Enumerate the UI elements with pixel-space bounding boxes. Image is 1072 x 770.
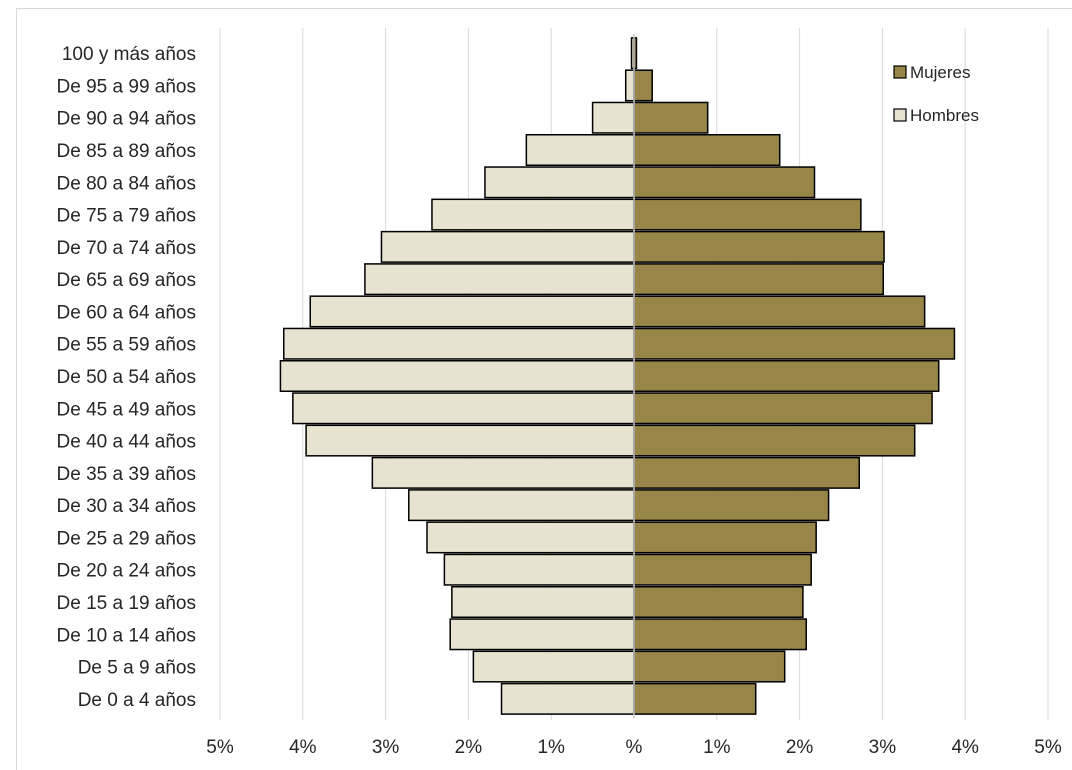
tick-label: %: [626, 737, 643, 758]
bar-mujeres: [633, 295, 926, 328]
category-label: De 55 a 59 años: [57, 335, 196, 356]
bar-hombres: [309, 295, 635, 328]
bar-mujeres: [633, 586, 804, 618]
category-label: De 35 a 39 años: [57, 464, 196, 485]
bar-hombres: [500, 682, 635, 715]
bar-mujeres: [633, 682, 757, 715]
bar-hombres: [283, 327, 635, 360]
bar-mujeres: [633, 101, 709, 134]
tick-label: 3%: [869, 737, 897, 758]
category-label: De 70 a 74 años: [57, 238, 196, 259]
legend-swatch-mujeres: [893, 65, 907, 79]
category-label: De 25 a 29 años: [57, 528, 196, 549]
category-label: De 60 a 64 años: [57, 302, 196, 323]
bar-hombres: [431, 198, 635, 231]
bar-mujeres: [633, 134, 781, 166]
bar-mujeres: [633, 553, 812, 586]
category-label: De 30 a 34 años: [57, 496, 196, 517]
category-label: 100 y más años: [62, 44, 196, 65]
category-label: De 90 a 94 años: [57, 109, 196, 130]
bar-hombres: [472, 650, 635, 683]
tick-label: 4%: [289, 737, 317, 758]
tick-labels: 5% 4% 3% 2% 1%% 1% 2% 3% 4% 5%: [206, 737, 1062, 758]
bar-hombres: [426, 521, 635, 554]
bar-hombres: [305, 424, 635, 457]
bar-hombres: [380, 230, 635, 263]
bar-hombres: [525, 134, 635, 166]
bar-hombres: [624, 69, 635, 102]
bar-mujeres: [633, 360, 940, 392]
category-label: De 0 a 4 años: [78, 690, 196, 711]
category-label: De 10 a 14 años: [57, 625, 196, 646]
bar-mujeres: [633, 489, 830, 522]
bar-mujeres: [633, 456, 860, 489]
tick-label: 4%: [951, 737, 979, 758]
bar-mujeres: [633, 263, 884, 296]
category-label: De 75 a 79 años: [57, 206, 196, 227]
bar-hombres: [371, 456, 635, 489]
category-label: De 85 a 89 años: [57, 141, 196, 162]
category-label: De 5 a 9 años: [78, 658, 196, 679]
legend-label-hombres: Hombres: [910, 106, 979, 125]
legend: Mujeres Hombres: [893, 63, 979, 125]
bar-mujeres: [633, 392, 933, 425]
category-labels: De 0 a 4 años De 5 a 9 años De 10 a 14 año…: [57, 44, 196, 711]
tick-label: 2%: [455, 737, 483, 758]
category-label: De 95 a 99 años: [57, 76, 196, 97]
bar-hombres: [364, 263, 635, 296]
bar-mujeres: [633, 521, 817, 554]
bar-mujeres: [633, 230, 885, 263]
category-label: De 65 a 69 años: [57, 270, 196, 291]
category-label: De 50 a 54 años: [57, 367, 196, 388]
bar-hombres: [591, 101, 635, 134]
bar-hombres: [451, 586, 635, 618]
bar-mujeres: [633, 424, 916, 457]
category-label: De 15 a 19 años: [57, 593, 196, 614]
bar-hombres: [292, 392, 635, 425]
bar-mujeres: [633, 198, 862, 231]
legend-swatch-hombres: [893, 108, 907, 122]
bar-hombres: [408, 489, 635, 522]
bar-hombres: [449, 618, 635, 651]
tick-label: 1%: [703, 737, 731, 758]
tick-label: 5%: [206, 737, 234, 758]
bar-mujeres: [633, 618, 807, 651]
category-label: De 45 a 49 años: [57, 399, 196, 420]
legend-label-mujeres: Mujeres: [910, 63, 970, 82]
bar-hombres: [443, 553, 635, 586]
tick-label: 5%: [1034, 737, 1062, 758]
tick-label: 1%: [537, 737, 565, 758]
bar-mujeres: [633, 650, 786, 683]
bar-hombres: [484, 166, 635, 199]
category-label: De 20 a 24 años: [57, 561, 196, 582]
category-label: De 40 a 44 años: [57, 432, 196, 453]
tick-label: 2%: [786, 737, 814, 758]
tick-label: 3%: [372, 737, 400, 758]
bar-mujeres: [633, 69, 653, 102]
category-label: De 80 a 84 años: [57, 173, 196, 194]
bars: [279, 34, 956, 718]
bar-mujeres: [633, 327, 956, 360]
bar-hombres: [279, 360, 635, 392]
bar-mujeres: [633, 166, 816, 199]
